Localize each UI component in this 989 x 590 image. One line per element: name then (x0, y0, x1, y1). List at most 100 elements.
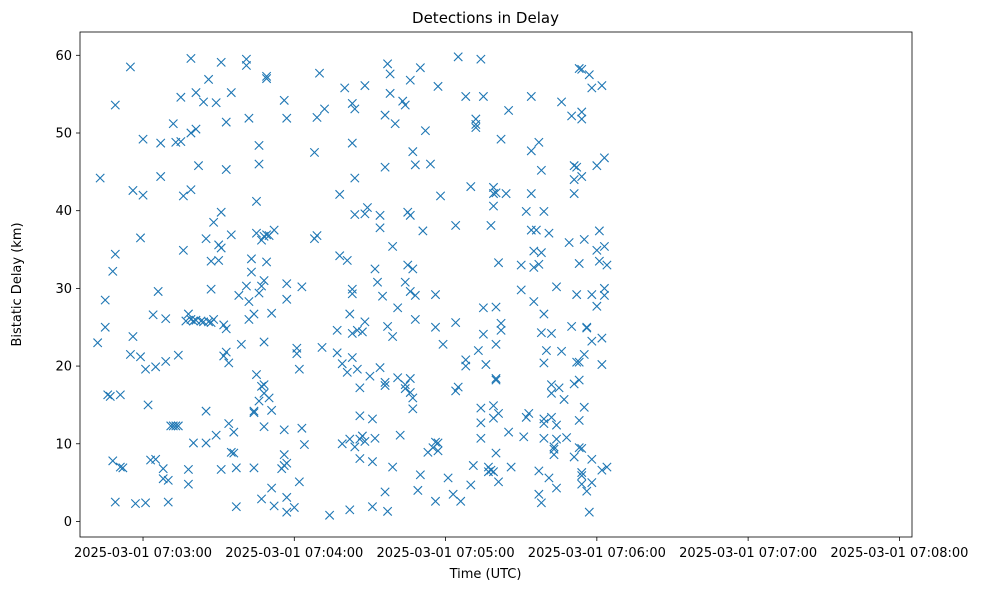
data-point-0-213 (375, 223, 385, 233)
data-point-0-166 (317, 342, 327, 353)
data-point-0-359 (551, 434, 562, 444)
data-point-0-297 (486, 465, 496, 475)
data-point-0-321 (516, 260, 526, 270)
data-point-0-300 (488, 201, 499, 211)
data-point-0-289 (476, 403, 486, 413)
data-point-0-17 (128, 185, 138, 196)
data-point-0-126 (259, 380, 269, 390)
data-point-0-149 (282, 294, 292, 304)
data-point-0-113 (249, 309, 259, 319)
data-point-0-276 (461, 91, 471, 102)
data-point-0-118 (254, 159, 264, 169)
data-point-0-252 (415, 63, 425, 73)
data-point-0-80 (214, 255, 224, 266)
data-point-0-7 (108, 266, 118, 276)
data-point-0-65 (198, 97, 209, 107)
data-point-0-308 (491, 448, 501, 458)
data-point-0-150 (282, 279, 292, 289)
data-point-0-245 (408, 393, 418, 403)
data-point-0-175 (340, 83, 350, 93)
data-point-0-112 (249, 406, 259, 416)
data-point-0-122 (256, 381, 267, 391)
data-point-0-21 (138, 134, 148, 144)
data-point-0-239 (405, 210, 415, 220)
data-point-0-221 (382, 321, 393, 332)
plot-frame (79, 31, 913, 538)
data-point-0-264 (433, 446, 443, 456)
data-point-0-323 (521, 206, 531, 217)
data-point-0-419 (602, 462, 612, 472)
data-point-0-167 (319, 104, 330, 114)
data-point-0-15 (125, 349, 136, 360)
data-point-0-404 (587, 478, 597, 488)
data-point-0-317 (504, 105, 514, 116)
data-point-0-315 (496, 325, 506, 335)
data-point-0-147 (282, 113, 292, 123)
data-point-0-360 (551, 282, 562, 292)
data-point-0-196 (355, 453, 365, 464)
data-point-0-18 (130, 499, 141, 509)
data-point-0-390 (577, 479, 587, 489)
data-point-0-414 (599, 241, 610, 252)
data-point-0-284 (471, 122, 481, 133)
data-point-0-0 (93, 338, 103, 348)
data-point-0-418 (602, 260, 612, 270)
data-point-0-312 (493, 477, 504, 487)
data-point-0-97 (229, 448, 239, 458)
data-point-0-171 (335, 189, 345, 199)
data-point-0-374 (569, 452, 579, 462)
data-point-0-235 (400, 380, 410, 390)
data-point-0-183 (347, 284, 357, 294)
data-point-0-223 (385, 69, 395, 79)
data-point-0-124 (256, 281, 267, 291)
data-point-0-394 (579, 402, 589, 412)
data-point-0-48 (178, 245, 188, 255)
data-point-0-257 (425, 159, 436, 169)
data-point-0-1 (95, 173, 105, 183)
data-point-0-85 (219, 351, 229, 361)
data-point-0-330 (529, 297, 539, 307)
data-point-0-71 (203, 74, 214, 84)
data-point-0-384 (577, 64, 587, 74)
data-point-0-94 (226, 230, 236, 240)
data-point-0-104 (241, 281, 251, 291)
data-point-0-230 (393, 373, 403, 383)
data-point-0-392 (579, 349, 589, 360)
data-point-0-168 (325, 510, 335, 520)
data-point-0-87 (221, 117, 231, 127)
data-point-0-345 (539, 414, 549, 424)
data-point-0-357 (549, 450, 559, 460)
data-point-0-31 (156, 171, 166, 182)
y-tick-label-4: 40 (55, 204, 72, 219)
data-point-0-114 (251, 196, 262, 206)
data-point-0-177 (342, 367, 352, 377)
data-point-0-34 (158, 464, 168, 474)
data-point-0-319 (506, 462, 516, 472)
data-point-0-58 (188, 316, 199, 326)
data-point-0-182 (347, 138, 357, 148)
x-tick-label-2: 2025-03-01 07:05:00 (377, 546, 515, 561)
data-point-0-208 (370, 264, 380, 274)
data-point-0-336 (534, 489, 544, 499)
y-tick-label-6: 60 (55, 49, 72, 64)
data-point-0-172 (335, 251, 345, 261)
data-point-0-334 (534, 259, 544, 269)
data-point-0-159 (297, 423, 307, 433)
data-point-0-309 (491, 302, 501, 312)
data-point-0-73 (206, 256, 216, 266)
data-point-0-136 (264, 393, 274, 403)
data-point-0-185 (347, 328, 357, 339)
data-point-0-110 (249, 408, 259, 418)
y-axis-label: Bistatic Delay (km) (10, 222, 25, 346)
data-point-0-38 (163, 475, 173, 485)
data-point-0-93 (226, 88, 236, 98)
data-point-0-350 (544, 473, 554, 483)
data-point-0-409 (594, 226, 604, 236)
chart-title: Detections in Delay (412, 9, 559, 27)
data-point-0-382 (574, 443, 584, 453)
data-point-0-127 (259, 422, 269, 432)
data-point-0-10 (110, 497, 120, 507)
data-point-0-184 (347, 289, 357, 299)
data-point-0-332 (529, 246, 539, 256)
data-point-0-365 (559, 394, 569, 405)
